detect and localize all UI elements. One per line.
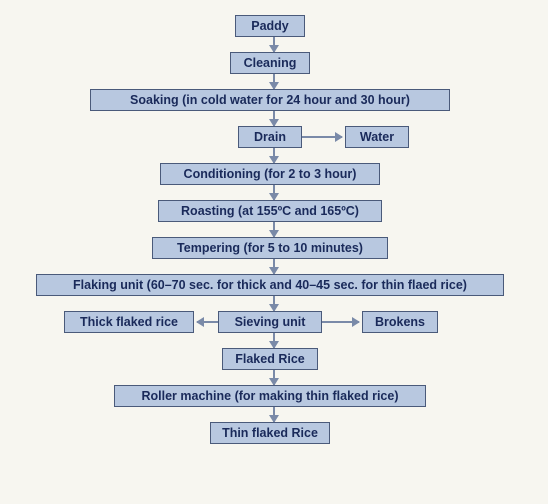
node-cleaning: Cleaning: [230, 52, 310, 74]
arrow-down: [273, 111, 275, 126]
label: Flaking unit (60–70 sec. for thick and 4…: [73, 278, 467, 292]
arrow-down: [273, 259, 275, 274]
arrow-down: [273, 370, 275, 385]
node-thin-flaked: Thin flaked Rice: [210, 422, 330, 444]
node-sieving: Sieving unit: [218, 311, 322, 333]
arrow-down: [273, 37, 275, 52]
node-paddy: Paddy: [235, 15, 305, 37]
node-water: Water: [345, 126, 409, 148]
arrow-down: [273, 407, 275, 422]
node-soaking: Soaking (in cold water for 24 hour and 3…: [90, 89, 450, 111]
label: Roasting (at 155ºC and 165ºC): [181, 204, 359, 218]
node-roasting: Roasting (at 155ºC and 165ºC): [158, 200, 382, 222]
node-roller: Roller machine (for making thin flaked r…: [114, 385, 426, 407]
label: Sieving unit: [235, 315, 306, 329]
arrow-down: [273, 148, 275, 163]
node-thick-flaked: Thick flaked rice: [64, 311, 194, 333]
label: Brokens: [375, 315, 425, 329]
arrow-right: [302, 136, 342, 138]
label: Tempering (for 5 to 10 minutes): [177, 241, 363, 255]
node-conditioning: Conditioning (for 2 to 3 hour): [160, 163, 380, 185]
node-flaking-unit: Flaking unit (60–70 sec. for thick and 4…: [36, 274, 504, 296]
label: Soaking (in cold water for 24 hour and 3…: [130, 93, 410, 107]
arrow-left: [197, 321, 218, 323]
label: Paddy: [251, 19, 289, 33]
arrow-down: [273, 333, 275, 348]
node-flaked-rice: Flaked Rice: [222, 348, 318, 370]
arrow-down: [273, 185, 275, 200]
label: Conditioning (for 2 to 3 hour): [184, 167, 357, 181]
node-brokens: Brokens: [362, 311, 438, 333]
arrow-right: [322, 321, 359, 323]
arrow-down: [273, 74, 275, 89]
arrow-down: [273, 222, 275, 237]
arrow-down: [273, 296, 275, 311]
node-tempering: Tempering (for 5 to 10 minutes): [152, 237, 388, 259]
label: Roller machine (for making thin flaked r…: [141, 389, 398, 403]
label: Thin flaked Rice: [222, 426, 318, 440]
label: Water: [360, 130, 394, 144]
label: Drain: [254, 130, 286, 144]
label: Thick flaked rice: [80, 315, 178, 329]
node-drain: Drain: [238, 126, 302, 148]
label: Cleaning: [244, 56, 297, 70]
label: Flaked Rice: [235, 352, 304, 366]
